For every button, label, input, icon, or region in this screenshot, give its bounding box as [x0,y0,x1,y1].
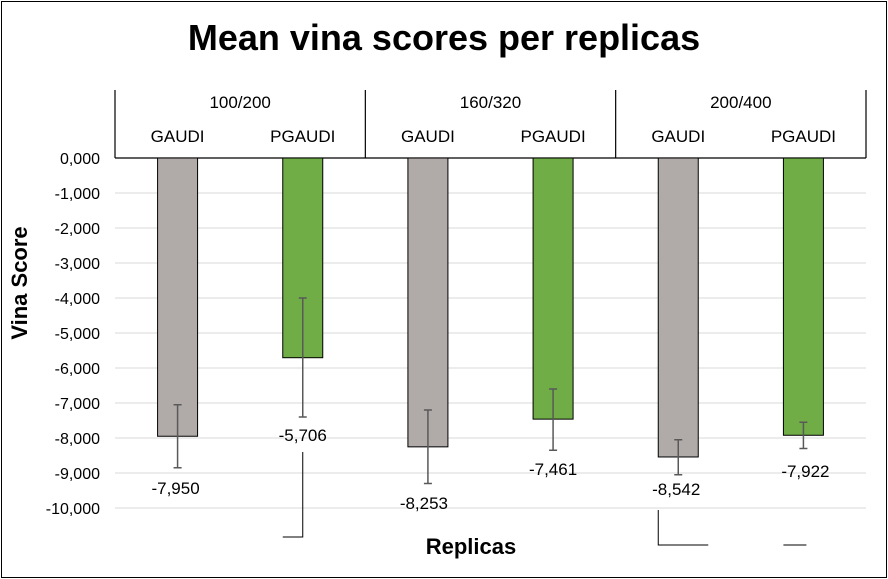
y-tick-label: 0,000 [60,151,100,168]
bar [157,157,199,437]
category-header: 100/200 160/320 200/400 GAUDI PGAUDI GAUDI PGA… [114,90,867,159]
chart-title: Mean vina scores per replicas [188,17,700,58]
data-label: -7,950 [151,479,199,498]
data-label: -8,253 [400,494,448,513]
data-label: -7,461 [529,460,577,479]
y-tick-label: -2,000 [55,221,100,238]
bar [407,157,449,448]
gridlines [115,192,866,509]
y-axis-ticks: 0,000 -1,000 -2,000 -3,000 -4,000 -5,000 -6,00… [46,151,100,518]
leader-line [657,510,709,546]
category-label: GAUDI [401,127,455,146]
leader-line [282,452,304,538]
data-labels: -7,950 -5,706 -8,253 -7,461 -8,542 -7,922 [151,426,829,513]
group-label: 160/320 [460,93,521,112]
y-tick-label: -1,000 [55,186,100,203]
y-tick-label: -4,000 [55,291,100,308]
group-label: 100/200 [209,93,270,112]
data-label: -7,922 [781,462,829,481]
y-tick-label: -9,000 [55,466,100,483]
data-label: -8,542 [652,480,700,499]
error-bars [173,297,808,485]
category-label: GAUDI [651,127,705,146]
y-tick-label: -7,000 [55,396,100,413]
group-label: 200/400 [710,93,771,112]
category-label: PGAUDI [520,127,585,146]
bar [532,157,574,420]
y-axis-title: Vina Score [7,226,32,339]
data-label: -5,706 [279,426,327,445]
y-tick-label: -3,000 [55,256,100,273]
y-tick-label: -10,000 [46,501,100,518]
bar [782,157,824,436]
bar [657,157,699,458]
category-label: PGAUDI [771,127,836,146]
y-tick-label: -6,000 [55,361,100,378]
category-label: PGAUDI [270,127,335,146]
bars [157,157,824,458]
label-leader-lines [282,452,807,546]
y-tick-label: -5,000 [55,326,100,343]
x-axis-title: Replicas [426,534,517,559]
category-label: GAUDI [151,127,205,146]
y-tick-label: -8,000 [55,431,100,448]
